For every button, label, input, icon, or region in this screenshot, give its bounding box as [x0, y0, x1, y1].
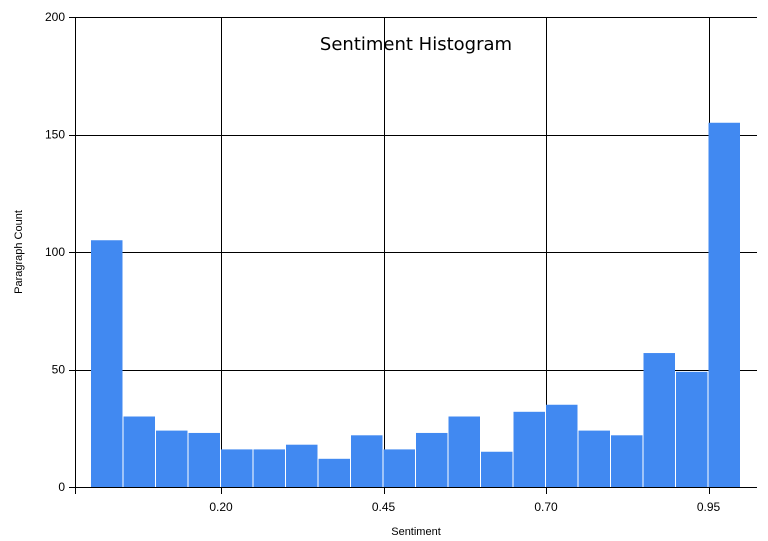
- bars: [91, 122, 740, 487]
- x-tick-label: 0.20: [209, 500, 233, 514]
- x-tick-label: 0.70: [534, 500, 558, 514]
- histogram-bar: [383, 449, 415, 487]
- histogram-bar: [188, 432, 220, 487]
- x-axis-title: Sentiment: [391, 526, 441, 538]
- y-tick-label: 50: [52, 363, 66, 377]
- y-tick-label: 150: [45, 128, 65, 142]
- y-tick-label: 0: [58, 480, 65, 494]
- histogram-bar: [416, 432, 448, 487]
- histogram-bar: [221, 449, 253, 487]
- x-tick-label: 0.95: [697, 500, 721, 514]
- axes: [69, 17, 757, 494]
- histogram-bar: [91, 240, 123, 487]
- histogram-bar: [611, 435, 643, 487]
- chart-title: Sentiment Histogram: [320, 34, 512, 55]
- x-tick-label: 0.45: [372, 500, 396, 514]
- histogram-bar: [676, 371, 708, 487]
- y-tick-label: 200: [45, 10, 65, 24]
- histogram-bar: [253, 449, 285, 487]
- histogram-bar: [123, 416, 155, 487]
- histogram-bar: [578, 430, 610, 487]
- y-tick-label: 100: [45, 245, 65, 259]
- y-axis-title: Paragraph Count: [13, 210, 25, 294]
- histogram-bar: [513, 411, 545, 487]
- histogram-bar: [481, 451, 513, 487]
- tick-labels: 0 50 100 150 200 0.20 0.45 0.70 0.95: [45, 10, 721, 514]
- histogram-bar: [318, 458, 350, 487]
- histogram-bar: [643, 353, 675, 487]
- histogram-bar: [448, 416, 480, 487]
- histogram-bar: [351, 435, 383, 487]
- histogram-bar: [286, 444, 318, 487]
- histogram-bar: [156, 430, 188, 487]
- histogram-bar: [708, 122, 740, 487]
- histogram-bar: [546, 404, 578, 487]
